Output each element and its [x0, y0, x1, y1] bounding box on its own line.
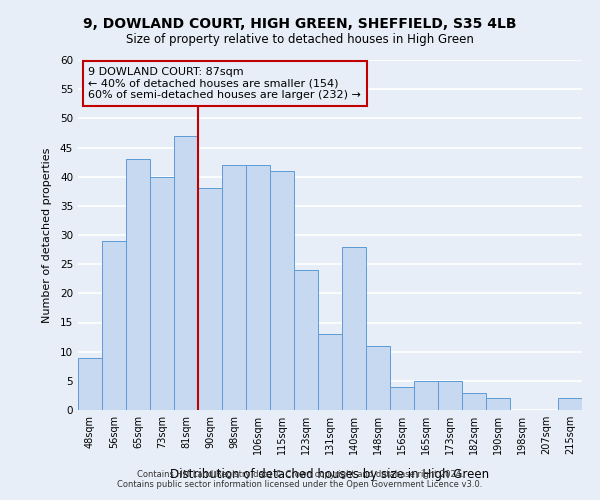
Bar	[414, 381, 438, 410]
Bar	[174, 136, 198, 410]
Bar	[390, 386, 414, 410]
Bar	[126, 159, 150, 410]
Bar	[462, 392, 486, 410]
Bar	[150, 176, 174, 410]
Bar	[342, 246, 366, 410]
Text: 9 DOWLAND COURT: 87sqm
← 40% of detached houses are smaller (154)
60% of semi-de: 9 DOWLAND COURT: 87sqm ← 40% of detached…	[88, 67, 361, 100]
Bar	[102, 241, 126, 410]
Bar	[486, 398, 510, 410]
Y-axis label: Number of detached properties: Number of detached properties	[41, 148, 52, 322]
Bar	[438, 381, 462, 410]
Bar	[270, 171, 294, 410]
Bar	[366, 346, 390, 410]
X-axis label: Distribution of detached houses by size in High Green: Distribution of detached houses by size …	[170, 468, 490, 481]
Bar	[78, 358, 102, 410]
Text: Size of property relative to detached houses in High Green: Size of property relative to detached ho…	[126, 32, 474, 46]
Bar	[318, 334, 342, 410]
Bar	[558, 398, 582, 410]
Bar	[222, 165, 246, 410]
Text: Contains HM Land Registry data © Crown copyright and database right 2024.
Contai: Contains HM Land Registry data © Crown c…	[118, 470, 482, 489]
Bar	[198, 188, 222, 410]
Bar	[246, 165, 270, 410]
Text: 9, DOWLAND COURT, HIGH GREEN, SHEFFIELD, S35 4LB: 9, DOWLAND COURT, HIGH GREEN, SHEFFIELD,…	[83, 18, 517, 32]
Bar	[294, 270, 318, 410]
